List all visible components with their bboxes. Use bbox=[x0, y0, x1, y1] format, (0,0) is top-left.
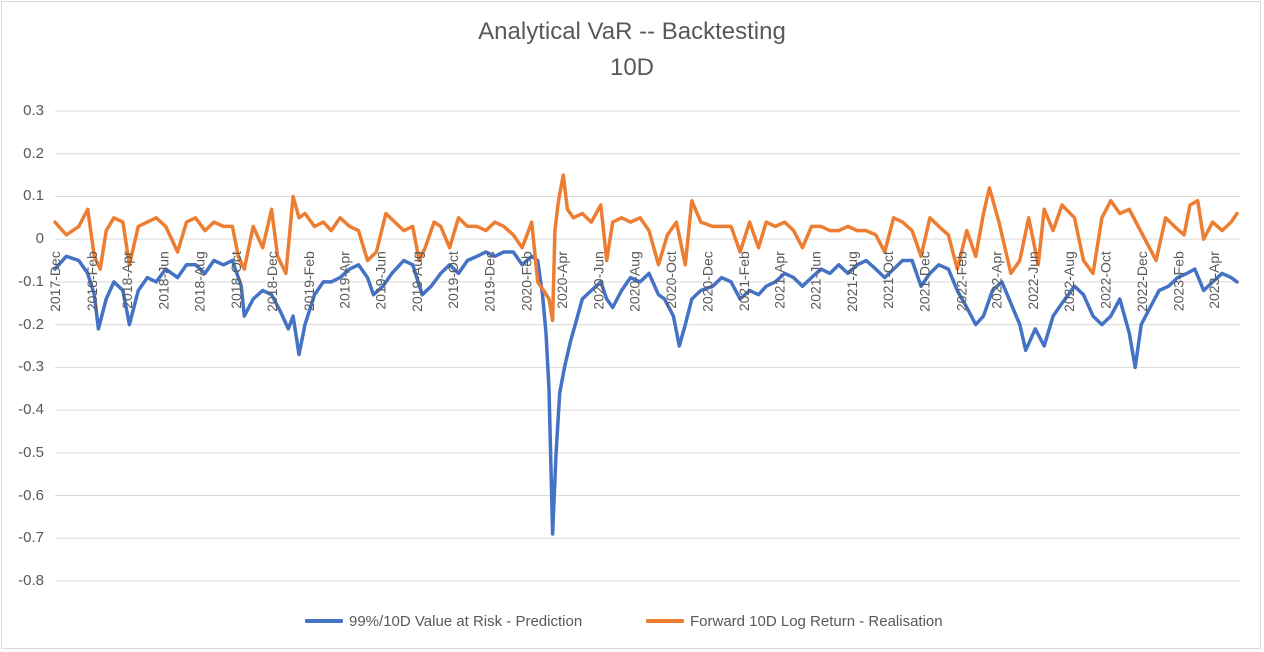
x-tick-label: 2022-Oct bbox=[1098, 251, 1114, 309]
legend-swatch-return bbox=[646, 619, 684, 623]
x-tick-label: 2018-Feb bbox=[84, 251, 100, 311]
chart-title: Analytical VaR -- Backtesting bbox=[478, 18, 786, 45]
x-tick-label: 2018-Jun bbox=[155, 251, 171, 309]
x-tick-label: 2022-Apr bbox=[989, 251, 1005, 309]
x-tick-label: 2023-Apr bbox=[1206, 251, 1222, 309]
x-tick-label: 2018-Apr bbox=[119, 251, 135, 309]
y-tick-label: -0.7 bbox=[18, 529, 44, 547]
x-tick-label: 2021-Jun bbox=[808, 251, 824, 309]
series-lines bbox=[53, 173, 1239, 536]
x-tick-label: 2022-Aug bbox=[1061, 251, 1077, 312]
x-tick-label: 2020-Aug bbox=[627, 251, 643, 312]
y-tick-label: -0.8 bbox=[18, 572, 44, 589]
x-tick-label: 2017-Dec bbox=[47, 251, 63, 312]
x-tick-label: 2018-Dec bbox=[264, 251, 280, 312]
x-tick-label: 2018-Aug bbox=[192, 251, 208, 312]
x-tick-label: 2021-Apr bbox=[771, 251, 787, 309]
x-tick-label: 2021-Dec bbox=[917, 251, 933, 312]
x-axis-tick-labels: 2017-Dec 2018-Feb 2018-Apr 2018-Jun 2018-Aug… bbox=[47, 251, 1222, 312]
legend-item-return: Forward 10D Log Return - Realisation bbox=[646, 611, 943, 631]
x-tick-label: 2020-Oct bbox=[663, 251, 679, 309]
series-line-log-return bbox=[53, 173, 1239, 323]
x-tick-label: 2023-Feb bbox=[1171, 251, 1187, 311]
x-tick-label: 2020-Dec bbox=[699, 251, 715, 312]
legend-label-var: 99%/10D Value at Risk - Prediction bbox=[349, 612, 583, 630]
x-tick-label: 2019-Aug bbox=[409, 251, 425, 312]
legend-label-return: Forward 10D Log Return - Realisation bbox=[690, 612, 943, 630]
chart-subtitle: 10D bbox=[609, 54, 655, 81]
x-tick-label: 2020-Jun bbox=[590, 251, 606, 309]
y-tick-label: -0.1 bbox=[18, 272, 44, 290]
x-tick-label: 2019-Oct bbox=[445, 251, 461, 309]
x-tick-label: 2022-Dec bbox=[1134, 251, 1150, 312]
x-tick-label: 2019-Dec bbox=[482, 251, 498, 312]
y-tick-label: 0.1 bbox=[23, 187, 44, 205]
x-tick-label: 2019-Apr bbox=[336, 251, 352, 309]
y-tick-label: -0.4 bbox=[18, 401, 44, 419]
x-tick-label: 2021-Aug bbox=[844, 251, 860, 312]
legend-swatch-var bbox=[305, 619, 343, 623]
gridlines bbox=[55, 110, 1240, 582]
x-tick-label: 2019-Feb bbox=[301, 251, 317, 311]
y-tick-label: -0.3 bbox=[18, 358, 44, 376]
y-tick-label: 0.3 bbox=[23, 102, 44, 119]
x-tick-label: 2020-Apr bbox=[554, 251, 570, 309]
x-tick-label: 2021-Feb bbox=[736, 251, 752, 311]
x-tick-label: 2022-Jun bbox=[1025, 251, 1041, 309]
y-tick-label: -0.2 bbox=[18, 315, 44, 333]
x-tick-label: 2022-Feb bbox=[954, 251, 970, 311]
series-line-var-prediction bbox=[53, 250, 1239, 536]
x-tick-label: 2020-Feb bbox=[518, 251, 534, 311]
y-tick-label: -0.6 bbox=[18, 486, 44, 504]
x-tick-label: 2018-Oct bbox=[228, 251, 244, 309]
y-tick-label: 0 bbox=[35, 230, 44, 248]
x-tick-label: 2019-Jun bbox=[373, 251, 389, 309]
x-tick-label: 2021-Oct bbox=[880, 251, 896, 309]
y-tick-label: -0.5 bbox=[18, 443, 44, 461]
legend-item-var: 99%/10D Value at Risk - Prediction bbox=[305, 611, 582, 631]
y-tick-label: 0.2 bbox=[23, 144, 44, 162]
